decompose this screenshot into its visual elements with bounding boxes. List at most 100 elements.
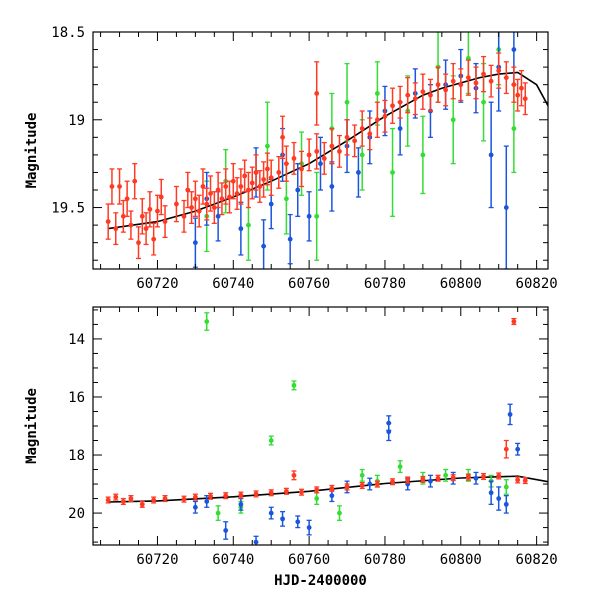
- point-marker: [386, 420, 392, 426]
- point-marker: [412, 96, 418, 102]
- point-marker: [397, 464, 403, 470]
- point-marker: [204, 319, 210, 324]
- point-marker: [117, 184, 122, 189]
- point-marker: [344, 484, 350, 490]
- point-marker: [337, 510, 342, 516]
- data-point: [522, 477, 528, 485]
- data-point: [204, 187, 210, 221]
- point-marker: [496, 496, 502, 501]
- point-marker: [299, 489, 304, 495]
- data-point: [496, 486, 502, 511]
- data-point: [185, 171, 191, 209]
- point-marker: [329, 143, 335, 149]
- point-marker: [253, 491, 259, 497]
- point-marker: [450, 117, 456, 123]
- data-point: [181, 495, 187, 503]
- point-marker: [390, 479, 395, 485]
- x-tick-label: 60740: [212, 552, 254, 568]
- data-point: [295, 515, 301, 529]
- data-point: [158, 178, 164, 216]
- point-marker: [208, 191, 213, 196]
- data-point: [318, 136, 323, 191]
- point-marker: [276, 170, 282, 175]
- point-marker: [356, 170, 361, 175]
- point-marker: [443, 87, 449, 93]
- point-marker: [397, 126, 403, 131]
- point-marker: [515, 92, 521, 98]
- point-marker: [113, 494, 119, 500]
- point-marker: [124, 196, 130, 202]
- point-marker: [420, 89, 426, 95]
- data-point: [355, 147, 361, 198]
- point-marker: [443, 472, 449, 478]
- point-marker: [321, 156, 327, 161]
- data-point: [522, 82, 528, 116]
- point-marker: [337, 148, 342, 154]
- data-point: [208, 175, 214, 212]
- data-point: [268, 435, 274, 446]
- data-point: [488, 480, 494, 506]
- point-marker: [314, 91, 320, 96]
- point-marker: [249, 180, 255, 186]
- data-point: [253, 535, 259, 545]
- point-marker: [204, 499, 210, 504]
- data-point: [352, 124, 358, 158]
- point-marker: [344, 134, 350, 140]
- data-point: [291, 470, 297, 481]
- data-point: [450, 474, 456, 482]
- blue-series: [192, 403, 521, 545]
- point-marker: [105, 219, 111, 225]
- point-marker: [299, 166, 304, 172]
- point-marker: [268, 490, 274, 496]
- data-point: [314, 492, 320, 506]
- point-marker: [265, 166, 270, 172]
- data-point: [192, 217, 198, 268]
- data-point: [280, 510, 286, 527]
- point-marker: [450, 78, 456, 84]
- data-point: [253, 490, 259, 498]
- point-marker: [367, 131, 373, 137]
- data-point: [196, 194, 202, 228]
- point-marker: [314, 487, 320, 493]
- point-marker: [246, 187, 251, 193]
- point-marker: [522, 478, 528, 483]
- data-point: [420, 73, 426, 110]
- point-marker: [511, 319, 517, 324]
- x-tick-label: 60780: [364, 552, 406, 568]
- point-marker: [367, 481, 373, 487]
- data-point: [507, 403, 513, 426]
- point-marker: [219, 196, 225, 202]
- data-point: [314, 133, 320, 170]
- data-point: [435, 474, 441, 482]
- data-point: [321, 141, 327, 175]
- data-point: [257, 170, 263, 203]
- data-point: [204, 495, 210, 508]
- point-marker: [420, 152, 426, 158]
- data-point: [117, 168, 123, 205]
- point-marker: [382, 113, 388, 119]
- x-tick-label: 60720: [136, 276, 178, 292]
- bottom-panel: 60720 60740 60760 60780 60800 60820 14 16 18 20 Ma…: [24, 306, 558, 589]
- data-point: [181, 199, 187, 233]
- data-point: [299, 488, 305, 496]
- green-series: [204, 32, 517, 261]
- point-marker: [238, 226, 244, 232]
- data-point: [336, 134, 342, 168]
- point-marker: [306, 152, 312, 158]
- point-marker: [189, 205, 194, 210]
- point-marker: [374, 481, 380, 487]
- data-point: [143, 212, 149, 246]
- data-point: [515, 476, 521, 484]
- point-marker: [515, 446, 521, 452]
- data-point: [481, 55, 487, 93]
- point-marker: [397, 99, 403, 105]
- point-marker: [223, 184, 229, 189]
- point-marker: [488, 152, 494, 158]
- point-marker: [181, 496, 187, 502]
- point-marker: [139, 501, 145, 507]
- data-point: [450, 62, 456, 100]
- data-point: [397, 85, 403, 119]
- data-point: [162, 205, 168, 239]
- data-point: [344, 483, 350, 491]
- data-point: [154, 194, 160, 228]
